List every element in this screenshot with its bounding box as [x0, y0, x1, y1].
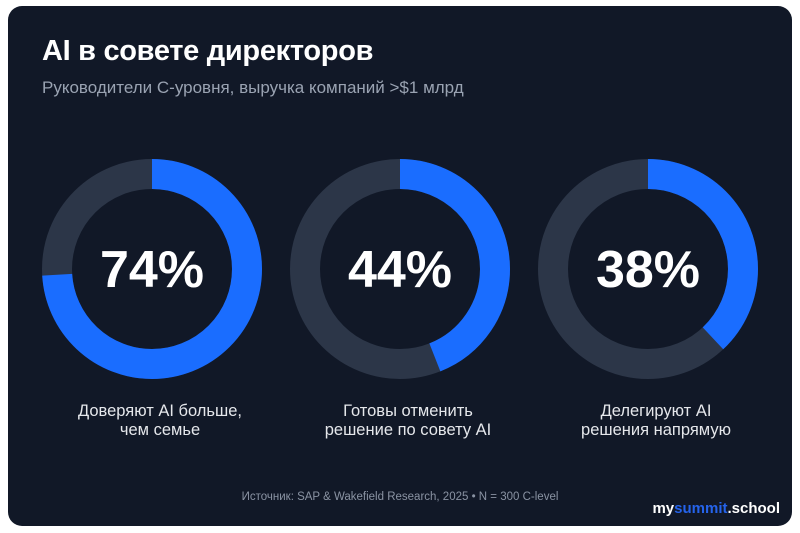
- infographic-card: AI в совете директоров Руководители С-ур…: [8, 6, 792, 526]
- label-line: чем семье: [119, 421, 201, 439]
- donut-percent-label: 44%: [348, 241, 452, 299]
- donut-value-arc: [538, 159, 758, 379]
- logo-text: .school: [727, 500, 780, 517]
- page-title: AI в совете директоров: [42, 35, 374, 67]
- label-line: Готовы отменить: [343, 402, 473, 420]
- donut-3: 38%: [538, 159, 758, 379]
- donut-value-arc: [42, 159, 262, 379]
- donut-percent-label: 38%: [596, 241, 700, 299]
- label-line: Доверяют AI больше,: [77, 402, 243, 420]
- donut-charts: 74% 44% 38%: [42, 159, 758, 379]
- page-subtitle: Руководители С-уровня, выручка компаний …: [42, 78, 464, 97]
- donut-label-1: Доверяют AI больше, чем семье: [40, 402, 280, 440]
- donut-value-arc: [290, 159, 510, 379]
- logo-text: my: [652, 500, 675, 517]
- label-line: решения напрямую: [581, 421, 731, 439]
- label-line: Делегируют AI: [600, 402, 712, 420]
- donut-label-2: Готовы отменить решение по совету AI: [288, 402, 528, 440]
- donut-percent-label: 74%: [100, 241, 204, 299]
- logo-text-accent: summit: [674, 500, 728, 517]
- donut-2: 44%: [290, 159, 510, 379]
- donut-1: 74%: [42, 159, 262, 379]
- label-line: решение по совету AI: [324, 421, 492, 439]
- brand-logo: mysummit.school: [652, 500, 780, 517]
- source-note: Источник: SAP & Wakefield Research, 2025…: [241, 491, 559, 503]
- donut-label-3: Делегируют AI решения напрямую: [536, 402, 776, 440]
